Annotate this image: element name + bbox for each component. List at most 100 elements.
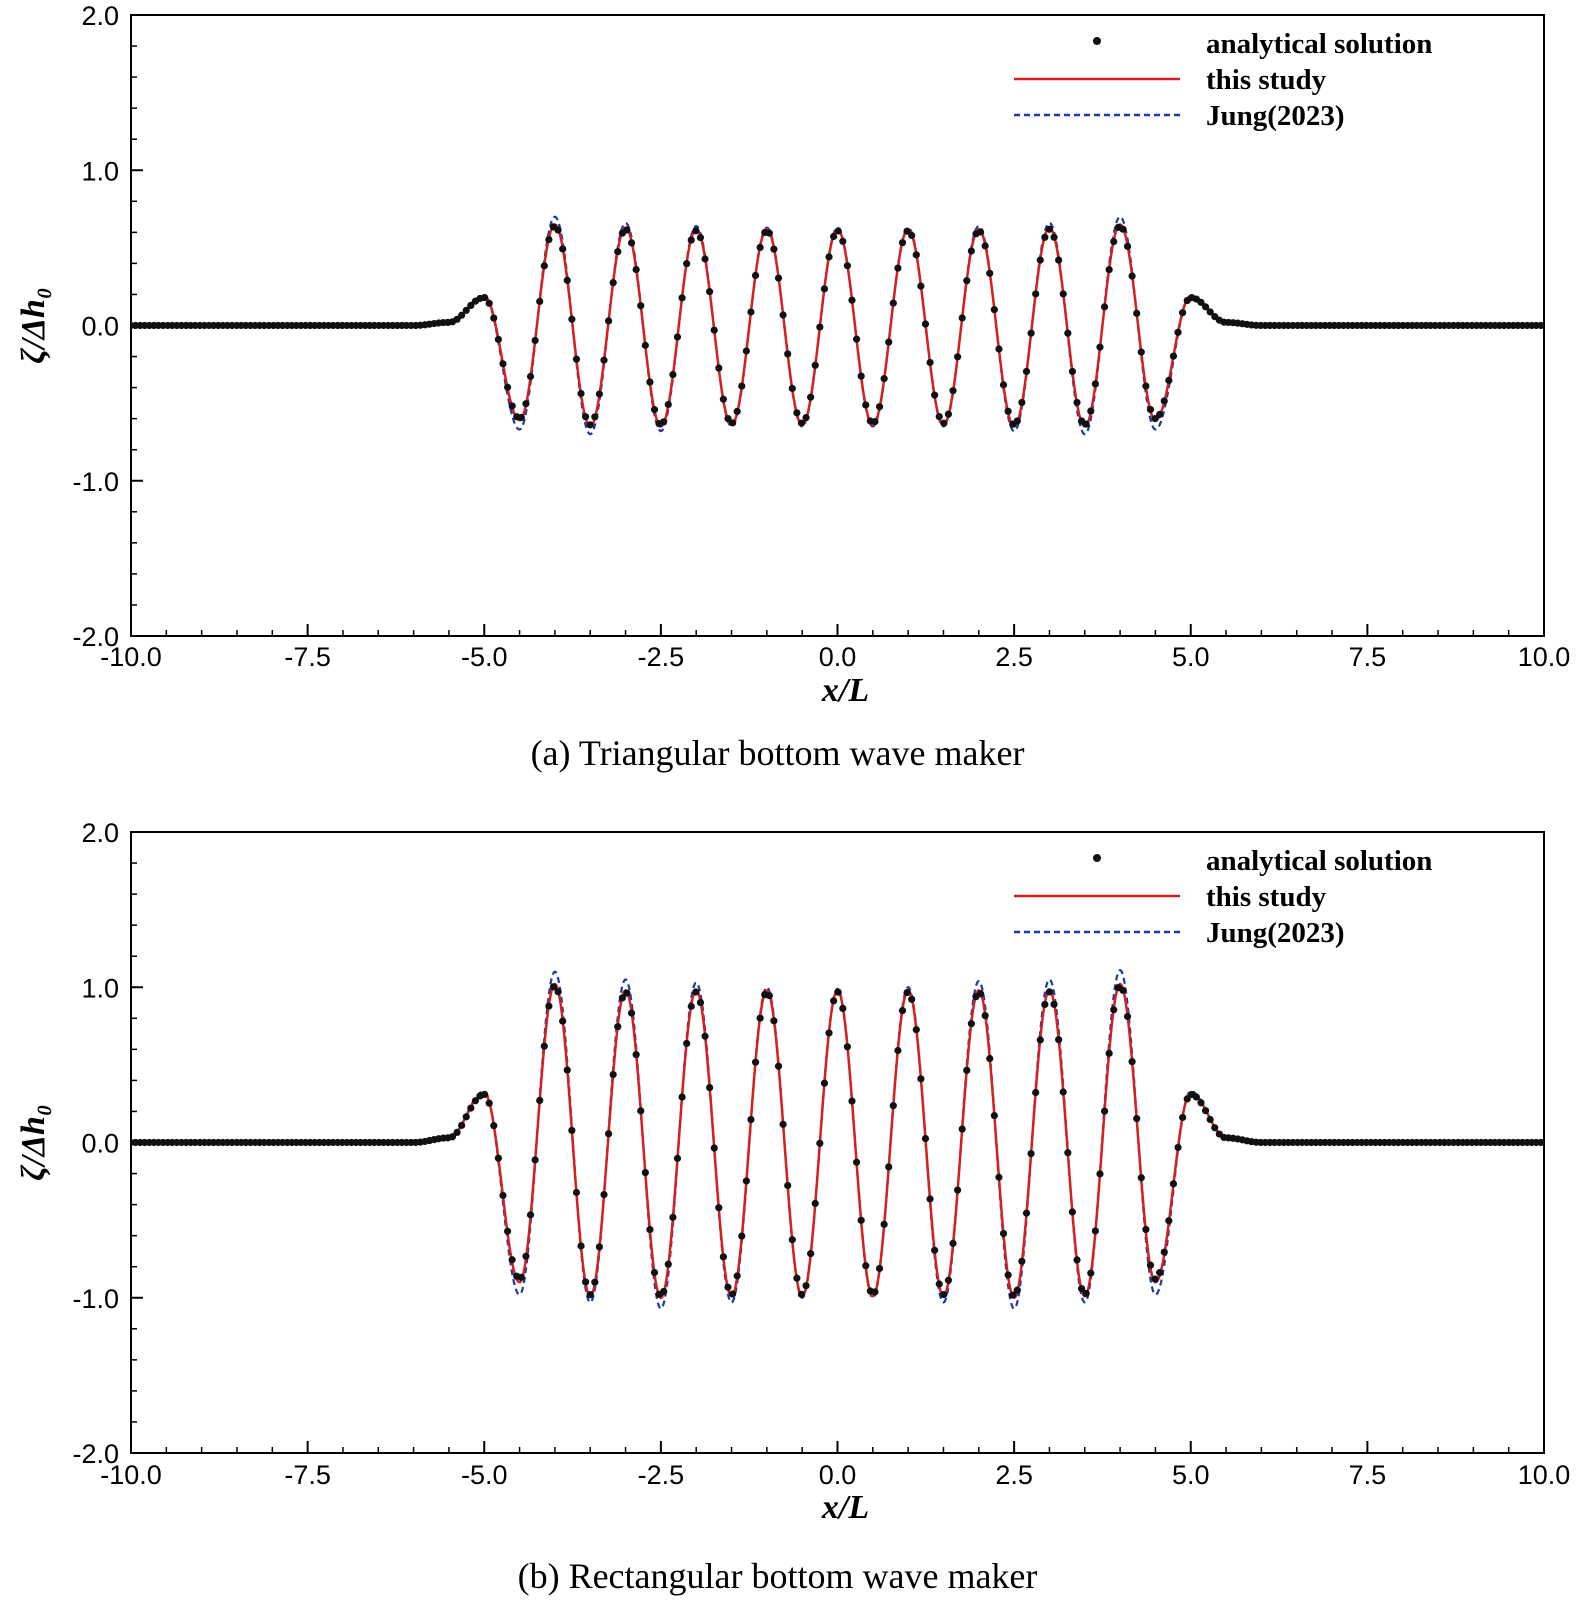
x-tick-label: 5.0 — [1172, 642, 1210, 672]
data-point — [614, 1023, 622, 1031]
y-tick-label: -2.0 — [72, 1439, 119, 1469]
data-point — [944, 1276, 953, 1284]
data-point — [875, 1264, 884, 1273]
data-point — [591, 413, 599, 421]
data-point — [1201, 303, 1210, 311]
x-tick-label: 10.0 — [1518, 642, 1571, 672]
data-point — [880, 1220, 888, 1228]
data-point — [545, 1002, 553, 1010]
data-point — [1041, 1000, 1049, 1009]
data-point — [779, 311, 787, 319]
data-point — [931, 391, 939, 399]
data-point — [940, 1290, 948, 1299]
data-point — [503, 383, 512, 391]
data-point — [728, 419, 737, 427]
data-point — [481, 1090, 489, 1099]
data-point — [632, 265, 640, 274]
data-point — [1096, 1170, 1104, 1178]
data-point — [692, 988, 700, 996]
x-tick-label: -10.0 — [100, 642, 162, 672]
data-point — [1013, 1286, 1021, 1294]
data-point — [857, 1216, 865, 1224]
y-tick-label: 1.0 — [81, 156, 119, 186]
data-point — [481, 293, 489, 302]
data-point — [453, 1128, 461, 1137]
data-point — [1142, 382, 1150, 390]
data-point — [586, 1291, 594, 1299]
data-point — [600, 356, 608, 364]
data-point — [531, 1156, 539, 1164]
data-point — [793, 1274, 801, 1282]
data-point — [623, 989, 631, 997]
data-point — [1105, 266, 1113, 274]
data-point — [1096, 343, 1104, 351]
data-point — [779, 1120, 787, 1128]
data-point — [935, 412, 943, 421]
data-point — [632, 1051, 640, 1059]
y-tick-label: -1.0 — [72, 467, 119, 497]
data-point — [1036, 256, 1044, 264]
legend-label: analytical solution — [1206, 28, 1432, 60]
data-point — [976, 990, 985, 998]
data-point — [1146, 1261, 1155, 1269]
data-point — [490, 1122, 498, 1130]
plot-area — [131, 968, 1544, 1310]
data-point — [1156, 1269, 1164, 1277]
data-point — [1142, 1225, 1150, 1234]
x-tick-label: -7.5 — [284, 1460, 331, 1490]
x-tick-label: 7.5 — [1349, 1460, 1387, 1490]
data-point — [770, 245, 778, 253]
data-point — [549, 983, 558, 991]
chart-panel-b: -10.0 -7.5 -5.0 -2.5 0.0 2.5 5.0 7.5 10.0 -2.0 -1.… — [15, 818, 1570, 1596]
data-point — [958, 314, 966, 322]
data-point — [995, 345, 1003, 353]
data-point — [1013, 417, 1021, 425]
data-point — [715, 364, 723, 372]
data-point — [1119, 986, 1127, 994]
data-point — [788, 384, 796, 393]
data-point — [1160, 1248, 1168, 1256]
data-point — [802, 1282, 810, 1290]
data-point — [903, 988, 911, 997]
data-point — [595, 1243, 604, 1251]
data-point — [1151, 1275, 1159, 1283]
data-point — [1151, 415, 1159, 423]
data-point — [1133, 1115, 1141, 1123]
legend-label: Jung(2023) — [1206, 917, 1345, 949]
x-tick-label: -10.0 — [100, 1460, 162, 1490]
data-point — [614, 248, 622, 256]
data-point — [623, 226, 631, 234]
data-point — [852, 335, 861, 343]
x-tick-label: -2.5 — [638, 1460, 685, 1490]
data-point — [830, 232, 838, 241]
data-point — [1018, 1257, 1026, 1265]
data-point — [963, 277, 971, 285]
data-point — [1174, 328, 1182, 336]
data-point — [572, 1188, 581, 1197]
data-point — [1110, 1006, 1118, 1014]
series-analytical-solution — [131, 983, 1544, 1299]
x-tick-label: -2.5 — [638, 642, 685, 672]
data-point — [751, 1058, 760, 1066]
data-point — [540, 262, 548, 270]
data-point — [508, 1256, 516, 1264]
data-point — [912, 251, 920, 259]
data-point — [825, 1029, 833, 1037]
data-point — [816, 1139, 824, 1147]
data-point — [1064, 329, 1072, 337]
data-point — [756, 1014, 764, 1022]
data-point — [494, 335, 502, 343]
data-point — [559, 1017, 567, 1025]
data-point — [830, 997, 838, 1005]
data-point — [1128, 272, 1136, 280]
data-point — [458, 1121, 466, 1129]
data-point — [696, 998, 705, 1007]
data-point — [921, 320, 930, 328]
data-point — [536, 1096, 544, 1105]
data-point — [1050, 233, 1058, 241]
data-point — [595, 390, 604, 398]
data-point — [545, 235, 553, 244]
data-point — [963, 1066, 971, 1074]
data-point — [848, 1097, 856, 1105]
data-point — [582, 1278, 590, 1286]
